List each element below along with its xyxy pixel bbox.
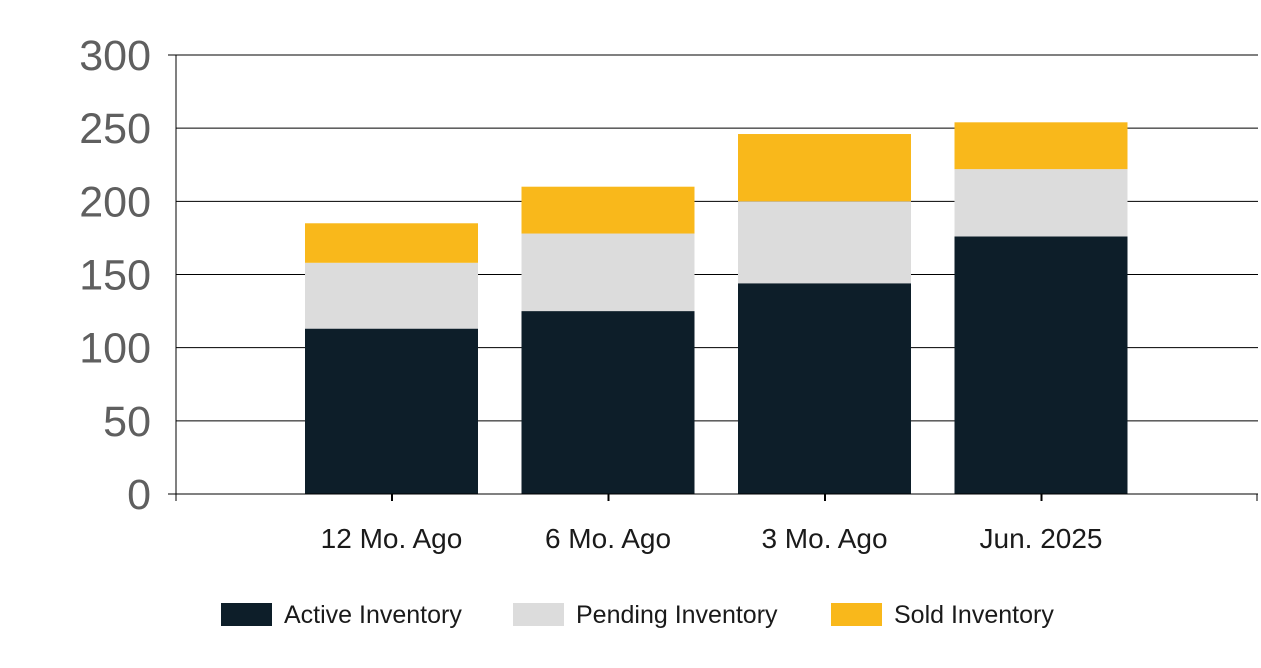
x-tick-label: 12 Mo. Ago xyxy=(321,523,463,554)
legend-item: Pending Inventory xyxy=(513,601,778,629)
y-tick-label: 200 xyxy=(79,178,151,226)
x-tick-label: Jun. 2025 xyxy=(980,523,1103,554)
bar-segment-pending-inventory xyxy=(738,201,911,284)
legend-label: Pending Inventory xyxy=(576,601,778,629)
bar-segment-sold-inventory xyxy=(954,122,1128,170)
bar-segment-active-inventory xyxy=(521,311,695,494)
legend-swatch xyxy=(513,603,564,626)
legend-item: Sold Inventory xyxy=(831,601,1054,629)
bar-segment-active-inventory xyxy=(305,328,478,494)
y-tick-label: 100 xyxy=(79,325,151,373)
x-tick-label: 3 Mo. Ago xyxy=(761,523,887,554)
axes: 0 50 100 150 200 250 300 12 Mo. Ago 6 Mo. Ago 3 M… xyxy=(79,32,1258,554)
y-tick-label: 250 xyxy=(79,105,151,153)
legend: Active Inventory Pending Inventory Sold In… xyxy=(221,601,1054,629)
bar-segment-sold-inventory xyxy=(738,134,911,202)
bar-segment-pending-inventory xyxy=(521,233,695,312)
legend-swatch xyxy=(221,603,272,626)
y-tick-label: 50 xyxy=(103,398,151,446)
x-tick-label: 6 Mo. Ago xyxy=(545,523,671,554)
bar-segment-pending-inventory xyxy=(305,262,478,329)
legend-label: Sold Inventory xyxy=(894,601,1054,629)
bar-segment-sold-inventory xyxy=(521,186,695,234)
bar-segment-active-inventory xyxy=(954,236,1128,494)
y-tick-label: 300 xyxy=(79,32,151,80)
legend-item: Active Inventory xyxy=(221,601,462,629)
legend-label: Active Inventory xyxy=(284,601,462,629)
bar-segment-active-inventory xyxy=(738,283,911,494)
bar-segment-pending-inventory xyxy=(954,169,1128,237)
bars xyxy=(305,122,1128,494)
bar-segment-sold-inventory xyxy=(305,223,478,263)
y-tick-label: 0 xyxy=(127,471,151,519)
legend-swatch xyxy=(831,603,882,626)
y-tick-label: 150 xyxy=(79,252,151,300)
